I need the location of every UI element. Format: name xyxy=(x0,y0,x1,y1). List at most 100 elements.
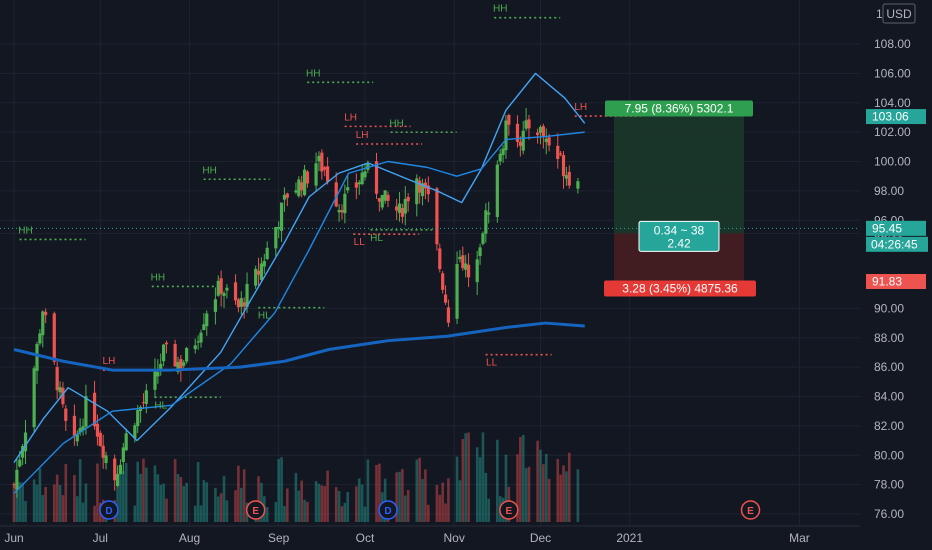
candle-body xyxy=(72,415,77,436)
risk-reward-box[interactable] xyxy=(638,220,720,252)
candle-body xyxy=(279,202,284,231)
volume-bar xyxy=(297,490,301,522)
volume-bar xyxy=(334,487,338,522)
last-price-tag: 95.45 04:26:45 xyxy=(866,220,928,252)
candle-body xyxy=(561,155,566,177)
volume-bar xyxy=(124,462,128,522)
volume-bar xyxy=(18,482,22,522)
swing-label: LH xyxy=(103,356,116,367)
candle-body xyxy=(58,387,62,393)
volume-bar xyxy=(202,480,206,522)
volume-bar xyxy=(424,469,427,522)
candle-body xyxy=(300,182,304,191)
volume-bar xyxy=(360,484,364,522)
event-marker[interactable] xyxy=(99,500,119,520)
volume-bar xyxy=(441,482,444,522)
candle-body xyxy=(403,198,407,214)
candle-body xyxy=(325,166,330,182)
volume-bar xyxy=(182,486,186,522)
candle-body xyxy=(374,161,379,194)
candle-body xyxy=(113,458,117,481)
candle-body xyxy=(92,392,97,427)
volume-bar xyxy=(355,486,358,522)
candle-body xyxy=(521,130,525,151)
long-position-tool[interactable] xyxy=(614,116,744,282)
event-marker[interactable] xyxy=(245,500,266,520)
profit-zone[interactable] xyxy=(614,116,744,234)
price-axis[interactable]: 76.00 78.00 80.00 82.00 84.00 86.00 88.00 90.00… xyxy=(860,0,932,526)
loss-label-box[interactable] xyxy=(604,280,756,297)
candle-body xyxy=(386,194,390,201)
profit-label-box[interactable] xyxy=(605,100,753,117)
event-marker[interactable] xyxy=(740,500,761,520)
candle-body xyxy=(282,194,287,200)
volume-bar xyxy=(363,506,367,522)
candle-body xyxy=(320,152,324,172)
candle-body xyxy=(446,307,451,323)
volume-bar xyxy=(438,494,442,522)
sma_fast-line xyxy=(13,72,586,463)
volume-bar xyxy=(75,496,79,522)
candle-body xyxy=(23,432,28,452)
candle-body xyxy=(541,126,545,138)
candle-body xyxy=(418,180,422,193)
candle-body xyxy=(395,206,399,211)
volume-bar xyxy=(556,459,560,522)
volume-bar xyxy=(496,439,499,522)
candle-body xyxy=(484,210,488,234)
event-marker[interactable] xyxy=(378,500,398,520)
candle-body xyxy=(458,256,462,260)
candle-body xyxy=(274,226,278,249)
candle-body xyxy=(262,260,266,267)
price-tick-label: 98.00 xyxy=(874,184,904,198)
candle-body xyxy=(141,402,146,404)
volume-bar xyxy=(542,464,545,522)
time-tick-label: 2021 xyxy=(616,531,643,545)
position-labels[interactable]: 7.95 (8.36%) 5302.1 0.34 ~ 38 2.42 3.28 … xyxy=(604,100,756,297)
candle-body xyxy=(21,446,25,458)
volume-bar xyxy=(475,447,479,522)
volume-bar xyxy=(447,478,450,522)
time-tick-label: Jul xyxy=(93,531,108,545)
event-marker[interactable] xyxy=(499,500,519,520)
volume-bar xyxy=(383,478,387,522)
swing-label: HH xyxy=(493,4,507,15)
candle-body xyxy=(277,226,281,230)
stop-price-tag: 91.83 xyxy=(866,273,926,289)
volume-bar xyxy=(521,434,525,522)
candle-body xyxy=(343,193,347,214)
volume-bar xyxy=(415,459,419,522)
volume-bar xyxy=(12,484,16,522)
volume-bar xyxy=(544,453,548,522)
candle-body xyxy=(337,210,341,213)
volume-bar xyxy=(421,479,424,522)
swing-labels: HH LH HH HL HH HL HH LH LL LH HH HL LL HH LH xyxy=(18,4,587,412)
candle-body xyxy=(556,145,560,159)
candle-body xyxy=(95,423,100,437)
candle-body xyxy=(98,432,102,447)
candle-body xyxy=(507,114,511,125)
volume-bar xyxy=(225,500,229,522)
volume-bar xyxy=(242,469,246,522)
volume-bar xyxy=(277,458,280,522)
swing-label: HH xyxy=(389,118,403,129)
svg-text:103.06: 103.06 xyxy=(872,110,909,124)
currency-button[interactable] xyxy=(882,3,916,24)
volume-bar xyxy=(320,485,324,522)
candle-body xyxy=(121,447,125,462)
volume-bar xyxy=(52,484,56,522)
volume-bar xyxy=(96,463,99,522)
candle-body xyxy=(495,164,499,218)
candle-body xyxy=(182,362,186,366)
candle-body xyxy=(415,178,419,205)
time-tick-label: Dec xyxy=(530,531,551,545)
volume-bar xyxy=(435,484,439,522)
candle-body xyxy=(216,280,220,296)
candle-body xyxy=(78,428,82,433)
time-axis[interactable]: Jun Jul Aug Sep Oct Nov Dec 2021 Mar xyxy=(0,525,932,550)
volume-bar xyxy=(265,506,269,522)
volume-bar xyxy=(426,504,430,522)
candle-body xyxy=(294,190,298,193)
